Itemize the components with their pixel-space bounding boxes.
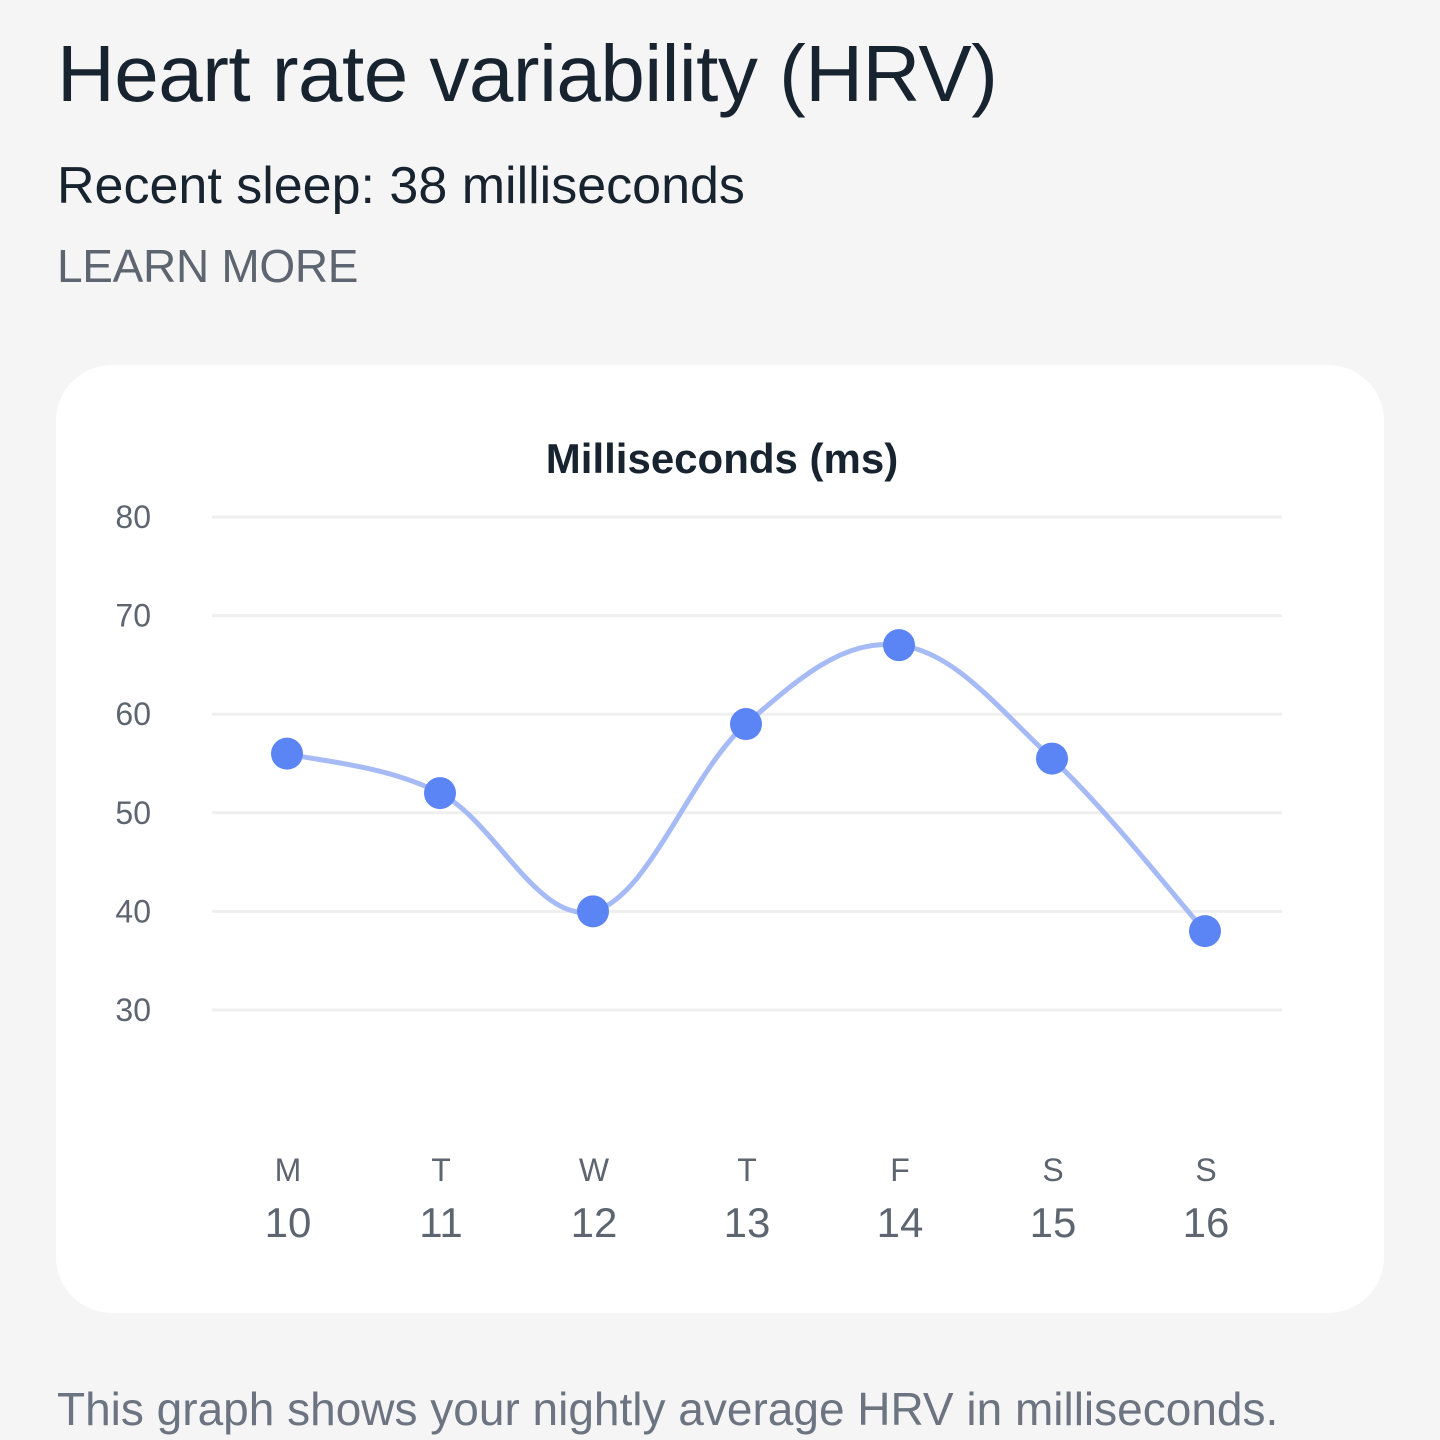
x-tick-day-label: S — [1195, 1152, 1216, 1188]
y-tick-label: 40 — [115, 893, 151, 929]
x-tick-date-label: 13 — [724, 1199, 771, 1246]
hrv-line-chart: Milliseconds (ms) 80 70 60 50 40 30 M 10 T 11 W 12… — [115, 435, 1282, 1246]
y-tick-label: 70 — [115, 598, 151, 634]
x-tick-date-label: 10 — [265, 1199, 312, 1246]
data-point[interactable] — [271, 737, 303, 770]
chart-title: Milliseconds (ms) — [546, 435, 898, 482]
x-tick-date-label: 12 — [571, 1199, 618, 1246]
y-tick-label: 30 — [115, 992, 151, 1028]
graph-description: This graph shows your nightly average HR… — [57, 1383, 1279, 1435]
y-tick-label: 80 — [115, 499, 151, 535]
y-tick-label: 50 — [115, 795, 151, 831]
hrv-chart-card: Milliseconds (ms) 80 70 60 50 40 30 M 10 T 11 W 12… — [56, 365, 1384, 1313]
data-point[interactable] — [1036, 742, 1068, 775]
data-point[interactable] — [883, 629, 915, 662]
data-point[interactable] — [577, 895, 609, 928]
x-tick-day-label: T — [431, 1152, 451, 1188]
data-point[interactable] — [730, 708, 762, 741]
page-title: Heart rate variability (HRV) — [57, 29, 998, 118]
x-tick-day-label: W — [579, 1152, 610, 1188]
x-tick-day-label: F — [890, 1152, 910, 1188]
series-line — [284, 642, 1208, 934]
y-tick-label: 60 — [115, 696, 151, 732]
learn-more-link[interactable]: LEARN MORE — [57, 240, 359, 292]
x-tick-date-label: 14 — [877, 1199, 924, 1246]
x-tick-day-label: T — [737, 1152, 757, 1188]
data-point[interactable] — [424, 777, 456, 810]
x-tick-date-label: 15 — [1030, 1199, 1077, 1246]
x-tick-date-label: 16 — [1183, 1199, 1230, 1246]
recent-sleep-summary: Recent sleep: 38 milliseconds — [57, 157, 745, 215]
x-tick-date-label: 11 — [419, 1199, 463, 1246]
x-tick-day-label: S — [1042, 1152, 1063, 1188]
data-point[interactable] — [1189, 915, 1221, 948]
x-tick-day-label: M — [275, 1152, 302, 1188]
